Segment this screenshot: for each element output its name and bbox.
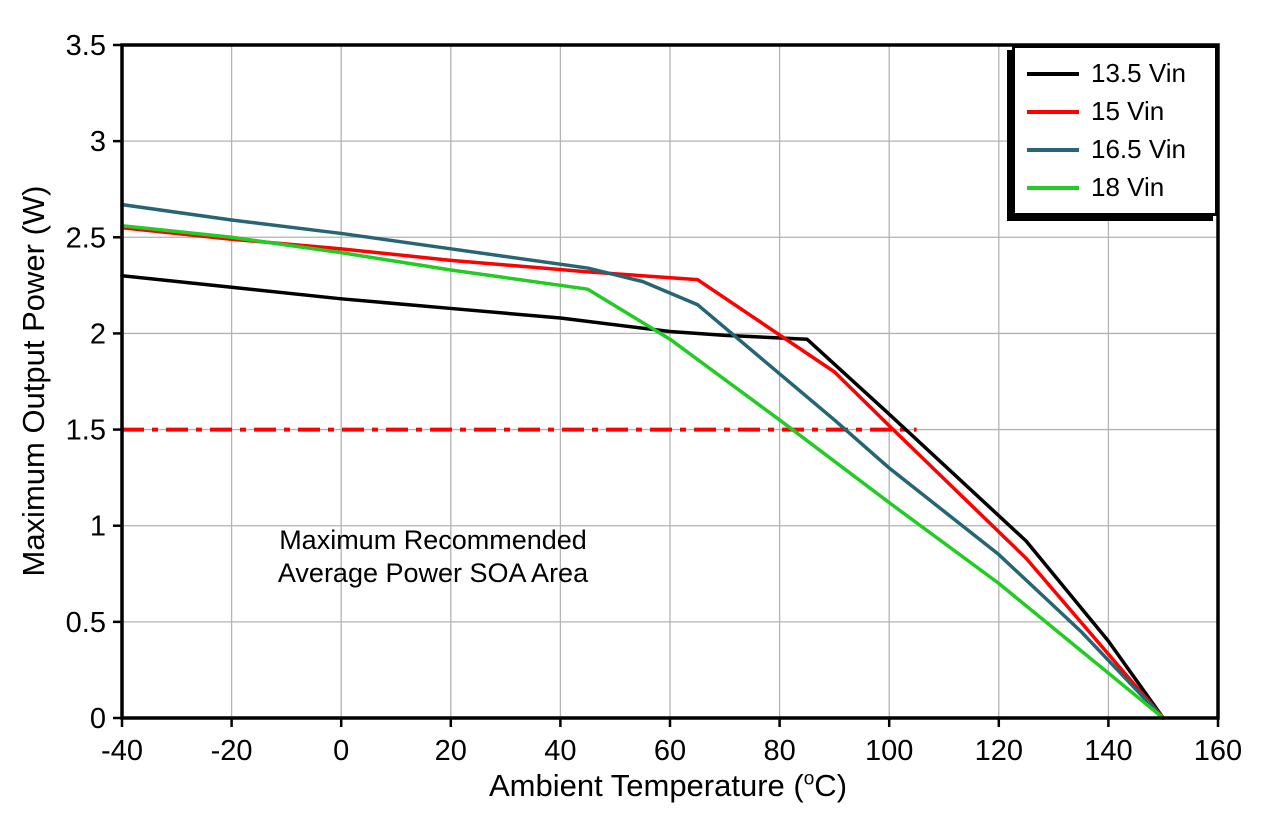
legend-label: 15 Vin [1091, 96, 1165, 126]
x-axis-title-unit: C) [814, 768, 848, 803]
legend-swatch [1027, 71, 1079, 76]
x-tick-label: 0 [333, 735, 349, 767]
x-tick-label: 80 [763, 735, 795, 767]
legend-item: 15 Vin [1027, 95, 1205, 128]
legend-item: 13.5 Vin [1027, 57, 1205, 90]
soa-annotation-line2: Average Power SOA Area [277, 558, 589, 588]
legend-label: 13.5 Vin [1091, 58, 1186, 88]
x-axis-title-text: Ambient Temperature ( [488, 768, 804, 803]
x-tick-label: -40 [101, 735, 143, 767]
legend-swatch [1027, 185, 1079, 190]
x-axis-title: Ambient Temperature (oC) [489, 768, 847, 804]
y-tick-label: 3.5 [66, 30, 106, 62]
series-line-16.5-vin [120, 202, 1165, 720]
legend-item: 18 Vin [1027, 171, 1205, 204]
x-tick-label: 40 [544, 735, 576, 767]
y-tick-label: 0 [90, 703, 106, 735]
y-axis-title: Maximum Output Power (W) [16, 185, 51, 577]
y-tick-label: 1 [90, 511, 106, 543]
legend-label: 18 Vin [1091, 172, 1165, 202]
x-tick-label: 60 [654, 735, 686, 767]
y-tick-label: 3 [90, 126, 106, 158]
legend: 13.5 Vin 15 Vin 16.5 Vin 18 Vin [1012, 45, 1218, 216]
series-line-13.5-vin [120, 273, 1165, 720]
x-tick-label: -20 [211, 735, 253, 767]
soa-annotation-line1: Maximum Recommended [279, 525, 587, 555]
y-tick-label: 2.5 [66, 222, 106, 254]
y-tick-label: 2 [90, 318, 106, 350]
x-tick-label: 20 [435, 735, 467, 767]
legend-swatch [1027, 147, 1079, 152]
legend-item: 16.5 Vin [1027, 133, 1205, 166]
x-tick-label: 140 [1084, 735, 1132, 767]
legend-swatch [1027, 109, 1079, 114]
series-line-18-vin [120, 223, 1165, 720]
y-tick-label: 1.5 [66, 415, 106, 447]
x-tick-label: 100 [865, 735, 913, 767]
y-tick-label: 0.5 [66, 607, 106, 639]
series-line-15-vin [120, 225, 1165, 720]
x-tick-label: 120 [975, 735, 1023, 767]
legend-label: 16.5 Vin [1091, 134, 1186, 164]
soa-annotation: Maximum Recommended Average Power SOA Ar… [278, 524, 588, 590]
x-tick-label: 160 [1194, 735, 1242, 767]
degree-superscript: o [803, 768, 815, 790]
